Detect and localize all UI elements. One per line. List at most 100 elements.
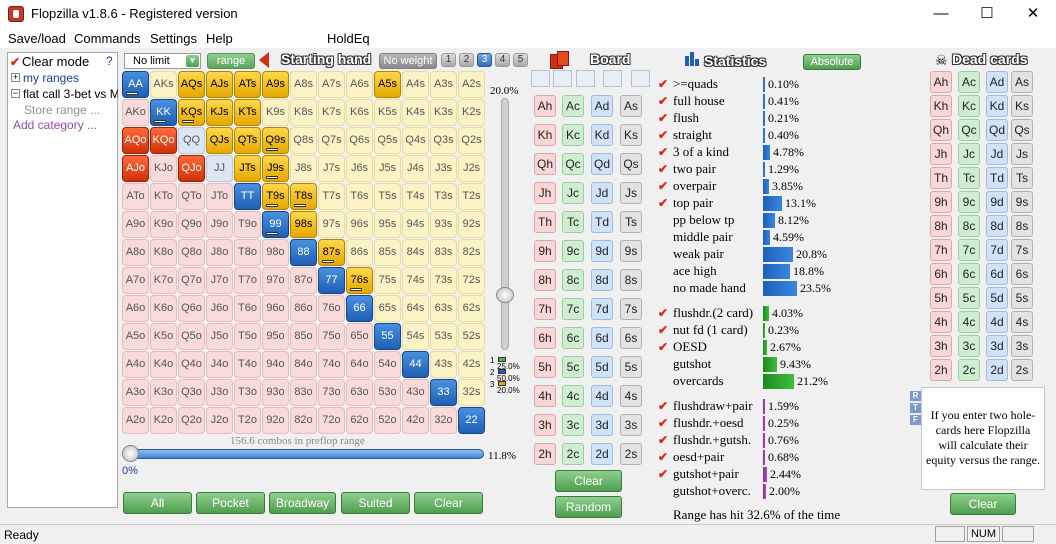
close-button[interactable]: ✕ bbox=[1026, 5, 1040, 22]
board-slot-3[interactable] bbox=[576, 70, 595, 87]
dead-card-3s[interactable]: 3s bbox=[1011, 335, 1033, 357]
dead-card-Td[interactable]: Td bbox=[986, 167, 1008, 189]
hand-cell[interactable]: 96s bbox=[346, 211, 373, 238]
hand-cell[interactable]: J6o bbox=[206, 295, 233, 322]
hand-cell[interactable]: JTs bbox=[234, 155, 261, 182]
weight-1-button[interactable]: 1 bbox=[441, 53, 456, 67]
hand-cell[interactable]: 77 bbox=[318, 267, 345, 294]
board-slot-2[interactable] bbox=[553, 70, 572, 87]
minimize-button[interactable]: — bbox=[933, 5, 949, 22]
dead-card-Qd[interactable]: Qd bbox=[986, 119, 1008, 141]
weight-2-button[interactable]: 2 bbox=[459, 53, 474, 67]
hand-cell[interactable]: T4o bbox=[234, 351, 261, 378]
hand-cell[interactable]: J4s bbox=[402, 155, 429, 182]
hand-cell[interactable]: Q5o bbox=[178, 323, 205, 350]
hand-cell[interactable]: 54s bbox=[402, 323, 429, 350]
hand-cell[interactable]: 94s bbox=[402, 211, 429, 238]
help-link[interactable]: ? bbox=[106, 54, 113, 68]
dead-card-4h[interactable]: 4h bbox=[930, 311, 952, 333]
hand-cell[interactable]: T7s bbox=[318, 183, 345, 210]
dead-card-7h[interactable]: 7h bbox=[930, 239, 952, 261]
board-card-9s[interactable]: 9s bbox=[620, 240, 642, 262]
stat-label[interactable]: pp below tp bbox=[673, 212, 735, 227]
stat-checkmark-icon[interactable]: ✔ bbox=[658, 467, 669, 481]
dead-card-9d[interactable]: 9d bbox=[986, 191, 1008, 213]
stat-label[interactable]: straight bbox=[673, 127, 712, 142]
f-toggle[interactable]: F bbox=[910, 415, 921, 425]
hand-cell[interactable]: 83o bbox=[290, 379, 317, 406]
hand-cell[interactable]: 83s bbox=[430, 239, 457, 266]
hand-cell[interactable]: Q2o bbox=[178, 407, 205, 434]
stat-checkmark-icon[interactable]: ✔ bbox=[658, 77, 669, 91]
dead-card-8c[interactable]: 8c bbox=[958, 215, 980, 237]
hand-cell[interactable]: 84s bbox=[402, 239, 429, 266]
hand-cell[interactable]: 42o bbox=[402, 407, 429, 434]
dead-card-Ac[interactable]: Ac bbox=[958, 71, 980, 93]
hand-cell[interactable]: 62s bbox=[458, 295, 485, 322]
dead-card-8s[interactable]: 8s bbox=[1011, 215, 1033, 237]
hand-cell[interactable]: J7o bbox=[206, 267, 233, 294]
board-card-Jh[interactable]: Jh bbox=[534, 182, 556, 204]
board-random-button[interactable]: Random bbox=[555, 496, 622, 518]
hand-cell[interactable]: J8o bbox=[206, 239, 233, 266]
add-category-link[interactable]: Add category ... bbox=[13, 118, 98, 132]
stat-label[interactable]: two pair bbox=[673, 161, 716, 176]
hand-cell[interactable]: QTo bbox=[178, 183, 205, 210]
board-card-9c[interactable]: 9c bbox=[562, 240, 584, 262]
dead-card-Ah[interactable]: Ah bbox=[930, 71, 952, 93]
stat-label[interactable]: flush bbox=[673, 110, 699, 125]
dead-card-2d[interactable]: 2d bbox=[986, 359, 1008, 381]
dead-card-2h[interactable]: 2h bbox=[930, 359, 952, 381]
hand-cell[interactable]: 63o bbox=[346, 379, 373, 406]
hand-cell[interactable]: T2o bbox=[234, 407, 261, 434]
hand-cell[interactable]: QJs bbox=[206, 127, 233, 154]
board-card-8c[interactable]: 8c bbox=[562, 269, 584, 291]
stat-label[interactable]: overcards bbox=[673, 373, 724, 388]
stat-label[interactable]: >=quads bbox=[673, 76, 718, 91]
hand-cell[interactable]: Q9s bbox=[262, 127, 289, 154]
hand-cell[interactable]: K6s bbox=[346, 99, 373, 126]
hand-cell[interactable]: 72o bbox=[318, 407, 345, 434]
stat-label[interactable]: overpair bbox=[673, 178, 717, 193]
hand-cell[interactable]: A3o bbox=[122, 379, 149, 406]
hand-cell[interactable]: 22 bbox=[458, 407, 485, 434]
board-card-Qh[interactable]: Qh bbox=[534, 153, 556, 175]
hand-cell[interactable]: 93o bbox=[262, 379, 289, 406]
dead-card-6h[interactable]: 6h bbox=[930, 263, 952, 285]
suited-button[interactable]: Suited bbox=[341, 492, 410, 514]
hand-cell[interactable]: QQ bbox=[178, 127, 205, 154]
hand-cell[interactable]: K9o bbox=[150, 211, 177, 238]
hand-cell[interactable]: 52o bbox=[374, 407, 401, 434]
no-weight-button[interactable]: No weight bbox=[379, 53, 437, 69]
dead-card-9h[interactable]: 9h bbox=[930, 191, 952, 213]
dead-card-4c[interactable]: 4c bbox=[958, 311, 980, 333]
preflop-range-slider-thumb[interactable] bbox=[122, 445, 139, 462]
hand-cell[interactable]: 65s bbox=[374, 295, 401, 322]
hand-cell[interactable]: Q4o bbox=[178, 351, 205, 378]
dead-card-7s[interactable]: 7s bbox=[1011, 239, 1033, 261]
hand-cell[interactable]: T7o bbox=[234, 267, 261, 294]
dead-card-Kd[interactable]: Kd bbox=[986, 95, 1008, 117]
stat-label[interactable]: 3 of a kind bbox=[673, 144, 729, 159]
dead-card-2s[interactable]: 2s bbox=[1011, 359, 1033, 381]
board-card-Kh[interactable]: Kh bbox=[534, 124, 556, 146]
board-card-6h[interactable]: 6h bbox=[534, 327, 556, 349]
hand-cell[interactable]: K5s bbox=[374, 99, 401, 126]
stat-label[interactable]: flushdr.(2 card) bbox=[673, 305, 754, 320]
stat-label[interactable]: middle pair bbox=[673, 229, 733, 244]
dead-card-Qc[interactable]: Qc bbox=[958, 119, 980, 141]
hand-cell[interactable]: T2s bbox=[458, 183, 485, 210]
hand-cell[interactable]: J3o bbox=[206, 379, 233, 406]
hand-cell[interactable]: KK bbox=[150, 99, 177, 126]
hand-cell[interactable]: Q8o bbox=[178, 239, 205, 266]
all-button[interactable]: All bbox=[123, 492, 192, 514]
board-card-Js[interactable]: Js bbox=[620, 182, 642, 204]
hand-cell[interactable]: J4o bbox=[206, 351, 233, 378]
hand-cell[interactable]: K4s bbox=[402, 99, 429, 126]
hand-cell[interactable]: KJs bbox=[206, 99, 233, 126]
hand-cell[interactable]: Q2s bbox=[458, 127, 485, 154]
hand-cell[interactable]: KTs bbox=[234, 99, 261, 126]
board-card-Qc[interactable]: Qc bbox=[562, 153, 584, 175]
dead-cards-clear-button[interactable]: Clear bbox=[950, 493, 1016, 515]
hand-cell[interactable]: KQo bbox=[150, 127, 177, 154]
